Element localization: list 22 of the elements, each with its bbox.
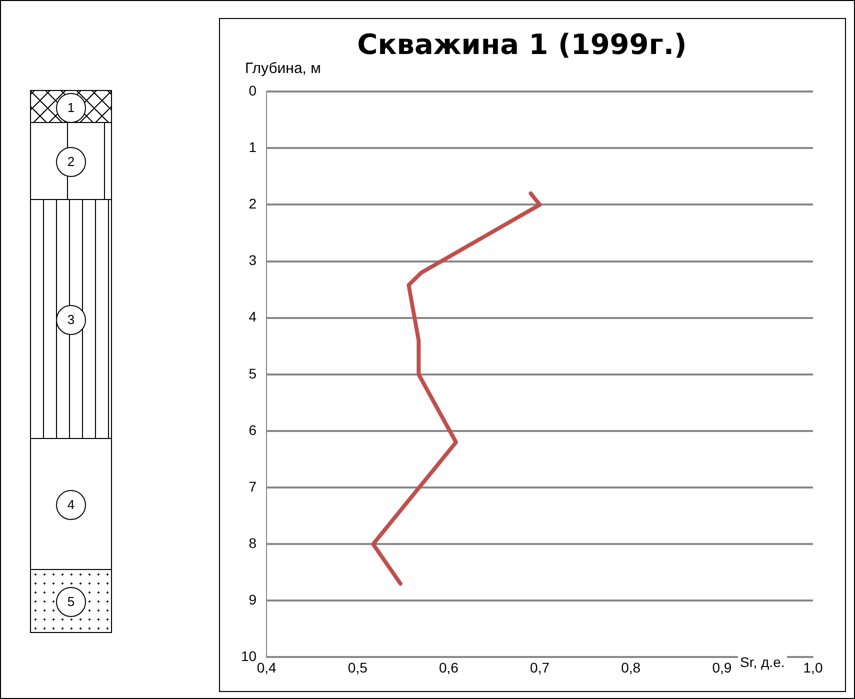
x-tick-label: 0,9	[712, 659, 732, 676]
chart-title: Скважина 1 (1999г.)	[357, 28, 687, 62]
y-tick-label: 2	[248, 196, 257, 212]
y-tick-label: 9	[248, 592, 257, 608]
y-tick-label: 10	[240, 648, 257, 664]
x-tick-label: 0,8	[621, 659, 641, 676]
x-axis-title: Sr, д.е.	[738, 654, 787, 670]
y-tick-label: 4	[248, 308, 257, 325]
x-tick-label: 0,7	[530, 659, 550, 676]
y-tick-label: 3	[248, 252, 257, 268]
soil-column: 1 2 3 4 5	[30, 91, 112, 633]
y-tick-label: 5	[248, 365, 257, 382]
y-tick-label: 6	[248, 422, 257, 438]
x-tick-label: 0,5	[348, 659, 368, 676]
y-tick-label: 1	[248, 139, 257, 156]
x-tick-label: 0,4	[256, 659, 277, 676]
y-axis-title: Глубина, м	[245, 60, 321, 77]
y-tick-label: 8	[248, 534, 257, 551]
x-tick-label: 1,0	[803, 659, 823, 676]
x-tick-label: 0,6	[438, 659, 459, 676]
y-tick-label: 7	[248, 478, 257, 494]
y-tick-label: 0	[248, 82, 257, 98]
